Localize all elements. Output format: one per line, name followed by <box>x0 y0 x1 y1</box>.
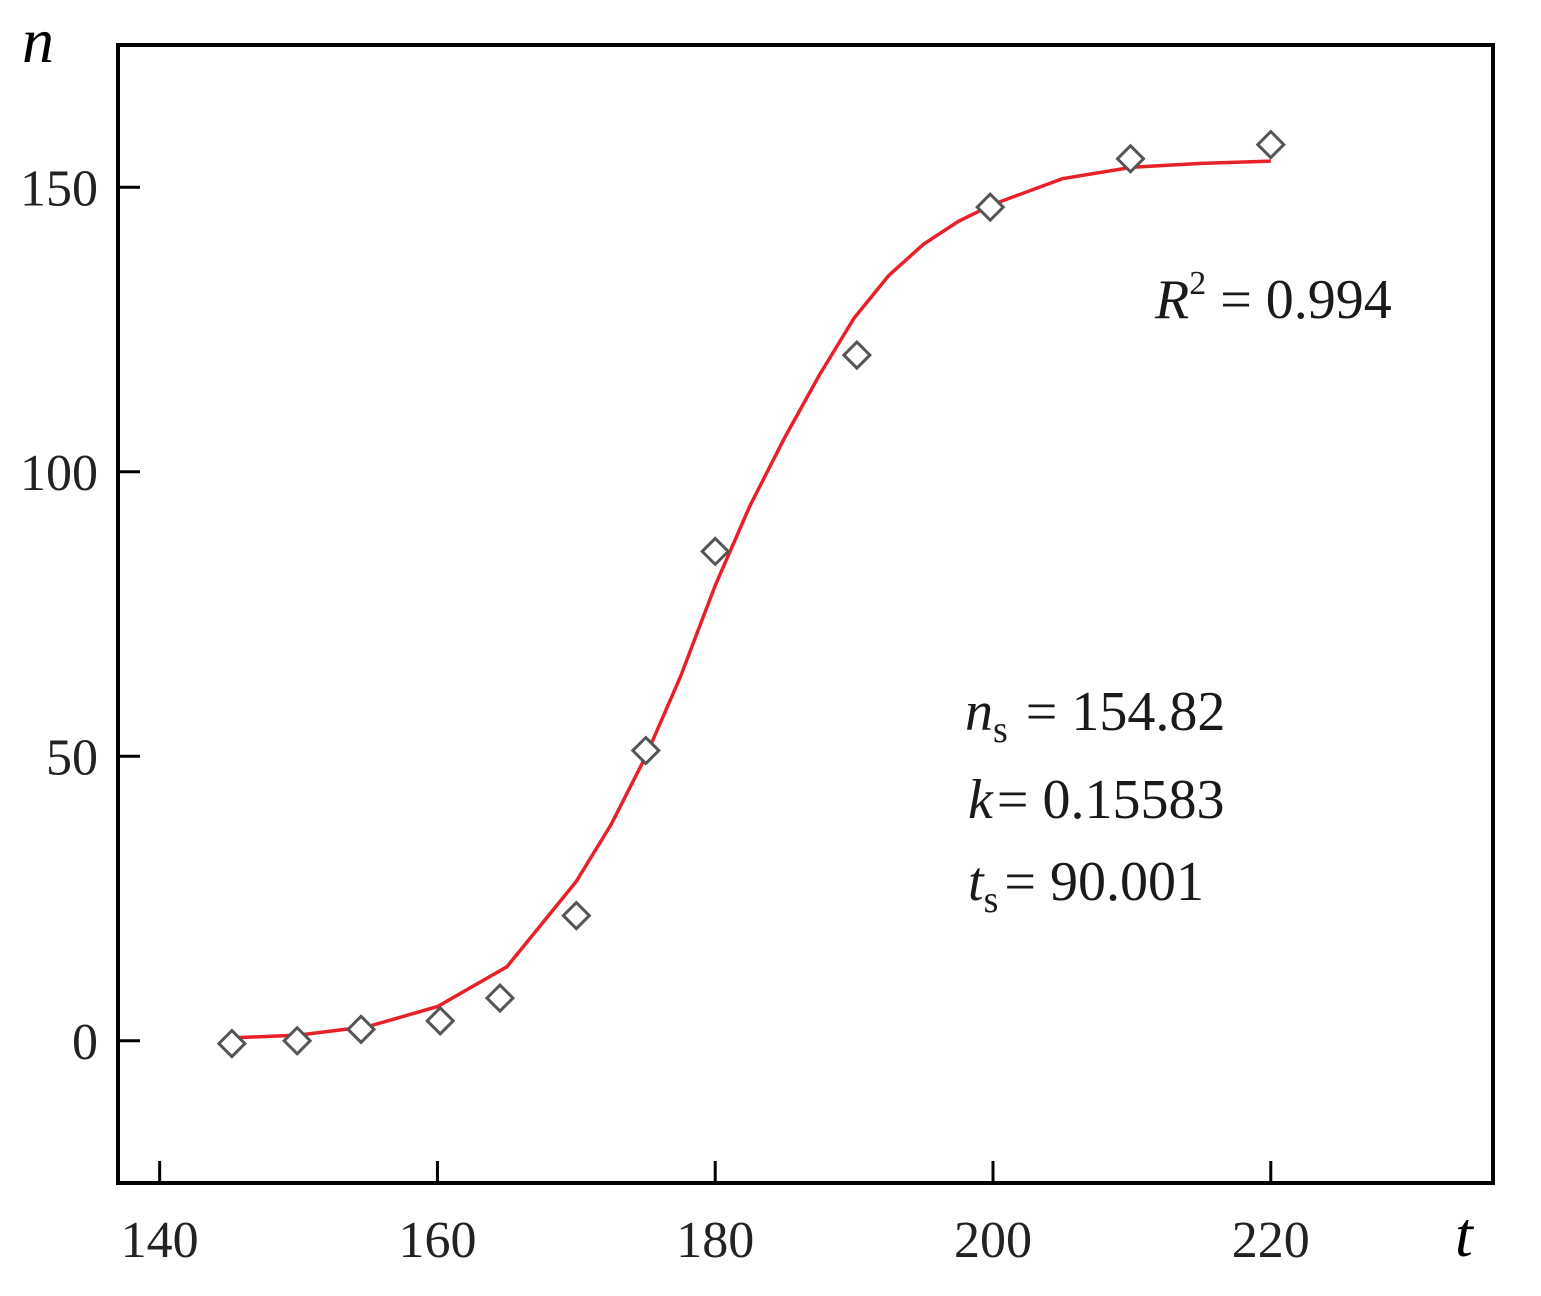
x-axis-label: t <box>1455 1199 1475 1270</box>
x-tick-label: 160 <box>398 1212 476 1269</box>
y-tick-label: 0 <box>72 1014 98 1071</box>
param-ns-annotation: ns = 154.82 <box>965 681 1225 751</box>
r-superscript: 2 <box>1189 265 1206 302</box>
r-squared-annotation: R2 = 0.994 <box>1154 265 1392 331</box>
y-axis-label: n <box>22 5 54 76</box>
ts-value: = 90.001 <box>1004 851 1204 913</box>
r-squared-value: = 0.994 <box>1220 269 1392 331</box>
y-tick-label: 50 <box>46 729 98 786</box>
k-symbol: k <box>968 769 994 831</box>
x-tick-label: 220 <box>1232 1212 1310 1269</box>
ns-value: = 154.82 <box>1026 681 1226 743</box>
y-tick-label: 150 <box>20 160 98 217</box>
param-k-annotation: k= 0.15583 <box>968 769 1224 831</box>
data-point-marker <box>345 1014 377 1045</box>
data-point-marker <box>216 1028 248 1059</box>
x-tick-label: 200 <box>954 1212 1032 1269</box>
ticks-layer: 140 160 180 200 220 0 50 100 150 <box>20 160 1310 1269</box>
ns-symbol: n <box>965 681 993 743</box>
ts-subscript: s <box>984 879 999 921</box>
data-point-marker <box>1115 143 1146 174</box>
y-tick-label: 100 <box>20 445 98 502</box>
data-point-marker <box>425 1005 456 1036</box>
k-value: = 0.15583 <box>997 769 1225 831</box>
data-point-marker <box>841 339 873 371</box>
fit-curve <box>231 159 1271 1040</box>
x-tick-label: 180 <box>676 1212 754 1269</box>
data-point-marker <box>630 735 661 766</box>
data-point-marker <box>484 982 516 1014</box>
x-tick-label: 140 <box>121 1212 199 1269</box>
ns-subscript: s <box>993 709 1008 751</box>
data-point-marker <box>700 536 731 567</box>
marker-layer <box>216 129 1286 1059</box>
data-point-marker <box>1255 129 1286 160</box>
data-point-marker <box>561 900 592 931</box>
r-symbol: R <box>1154 269 1189 331</box>
plot-frame <box>116 43 1495 1185</box>
param-ts-annotation: ts = 90.001 <box>968 851 1204 921</box>
fit-line-layer <box>231 159 1271 1040</box>
data-point-marker <box>975 192 1006 223</box>
data-point-marker <box>282 1025 313 1056</box>
ts-symbol: t <box>968 851 985 913</box>
